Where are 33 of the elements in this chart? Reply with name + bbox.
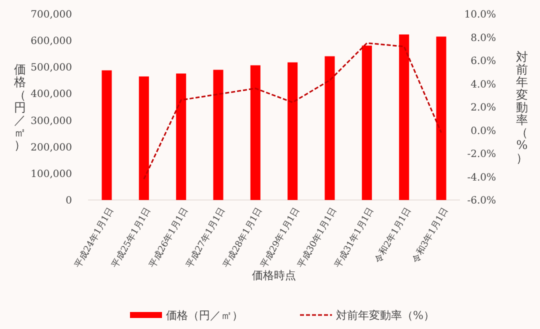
y-tick-label: 0 [66,196,72,206]
bar [138,76,149,200]
y2-tick-label: 6.0% [470,56,496,67]
y-tick-label: 300,000 [30,116,72,127]
y2-tick-label: 4.0% [470,79,496,90]
bar [176,74,186,200]
y2-tick-label: 2.0% [470,102,496,114]
bar [250,65,260,200]
y-tick-label: 400,000 [30,89,72,100]
y2-tick-label: -4.0% [467,172,496,184]
y2-tick-label: 10.0% [464,10,496,20]
x-axis-title: 価格時点 [252,269,296,282]
y2-tick-label: -6.0% [467,196,496,206]
y-tick-label: 600,000 [30,36,72,48]
line-series [143,42,442,180]
bar [436,36,446,200]
bar [324,56,335,200]
legend-label: 価格（円／㎡） [166,308,243,322]
bar [213,70,224,200]
legend-label: 対前年変動率（%） [336,308,434,322]
y-axis-title: 価格（円／㎡） [13,62,26,152]
y-tick-label: 700,000 [30,10,72,20]
y2-tick-label: 8.0% [470,32,496,44]
bar [399,34,410,200]
y-tick-label: 200,000 [30,142,72,154]
text: 対前年変動率（%） [516,50,528,165]
bar [362,46,372,200]
y2-tick-label: -2.0% [467,149,496,160]
y2-tick-label: 0.0% [470,126,496,137]
y-tick-label: 100,000 [30,168,72,180]
bar [288,62,298,200]
bar [102,70,112,200]
y-tick-label: 500,000 [30,62,72,74]
